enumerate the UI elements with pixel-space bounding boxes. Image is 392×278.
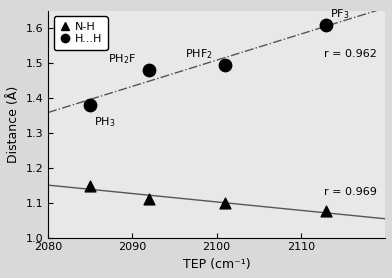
Point (146, 68, 152, 72)
Text: PHF$_2$: PHF$_2$ (185, 47, 212, 61)
Text: PH$_3$: PH$_3$ (94, 115, 116, 129)
Text: r = 0.969: r = 0.969 (324, 187, 377, 197)
Text: r = 0.962: r = 0.962 (324, 49, 377, 59)
Text: PF$_3$: PF$_3$ (330, 8, 350, 21)
Point (146, 197, 152, 202)
Point (222, 63, 228, 67)
Legend: N-H, H...H: N-H, H...H (54, 16, 108, 50)
X-axis label: TEP (cm⁻¹): TEP (cm⁻¹) (183, 258, 250, 271)
Point (323, 209, 329, 214)
Point (87, 184, 93, 188)
Point (87, 103, 93, 107)
Y-axis label: Distance (Å): Distance (Å) (7, 86, 20, 163)
Point (323, 23, 329, 27)
Text: PH$_2$F: PH$_2$F (108, 52, 136, 66)
Point (222, 201, 228, 206)
